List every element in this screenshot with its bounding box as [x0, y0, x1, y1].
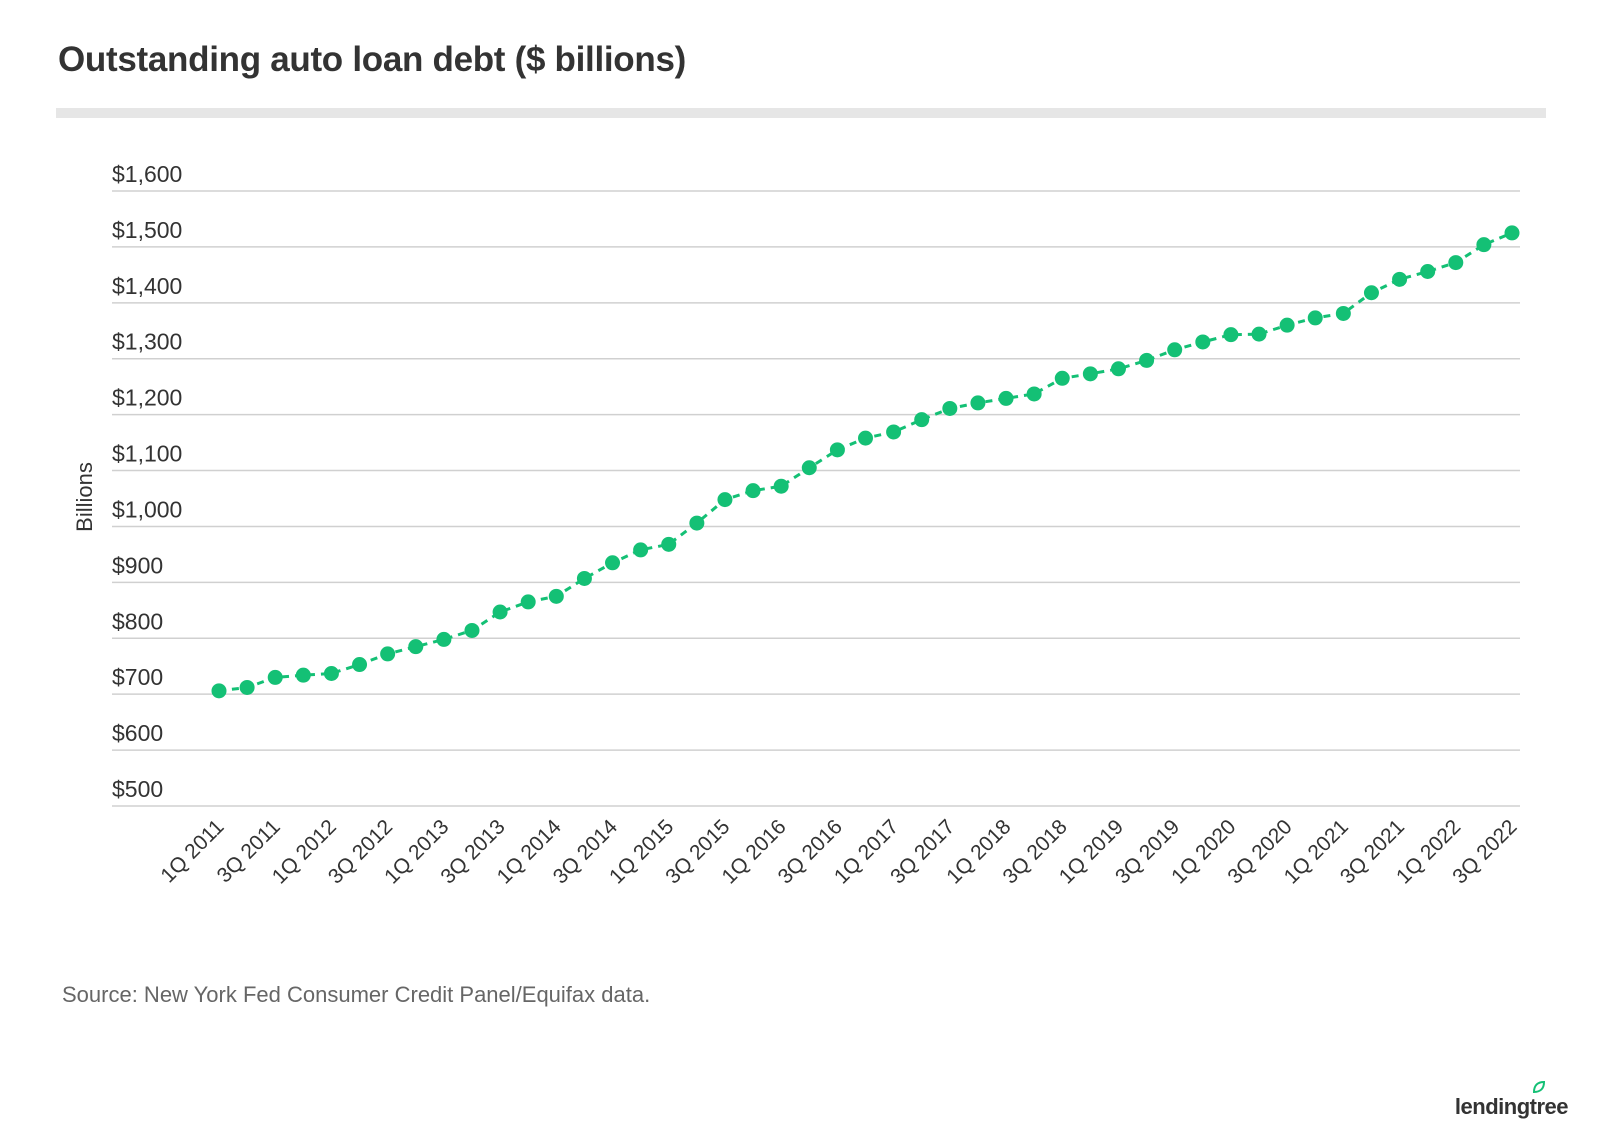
data-point [661, 536, 677, 552]
gridlines [112, 190, 1520, 807]
y-tick-label: $500 [112, 776, 163, 802]
data-point [998, 390, 1014, 406]
data-point [239, 679, 255, 695]
data-point [1420, 264, 1436, 280]
data-point [942, 400, 958, 416]
data-point [520, 594, 536, 610]
data-point [1195, 334, 1211, 350]
data-point [1110, 361, 1126, 377]
series-line [218, 231, 1513, 693]
data-point [1167, 342, 1183, 358]
data-point [267, 669, 283, 685]
y-tick-label: $1,600 [112, 161, 182, 187]
data-point [1307, 310, 1323, 326]
data-point [1082, 366, 1098, 382]
data-point [408, 639, 424, 655]
leaf-icon [1532, 1080, 1546, 1094]
data-point [970, 395, 986, 411]
data-point [1026, 386, 1042, 402]
y-tick-label: $600 [112, 720, 163, 746]
brand-logo: lendingtree [1454, 1094, 1569, 1119]
data-point [492, 604, 508, 620]
data-point [295, 667, 311, 683]
y-tick-label: $1,100 [112, 441, 182, 467]
data-points [211, 225, 1520, 699]
data-point [717, 492, 733, 508]
data-point [576, 570, 592, 586]
data-point [1448, 255, 1464, 271]
data-point [1335, 305, 1351, 321]
source-note: Source: New York Fed Consumer Credit Pan… [62, 982, 651, 1007]
y-tick-label: $1,400 [112, 273, 182, 299]
y-tick-label: $1,000 [112, 496, 182, 522]
data-point [464, 622, 480, 638]
data-point [1223, 327, 1239, 343]
y-axis-label: Billions [72, 462, 97, 532]
data-point [380, 646, 396, 662]
y-axis-ticks: $500 $600 $700 $800 $900 $1,000 $1,100 $1,200 $1… [112, 161, 182, 802]
data-point [1504, 225, 1520, 241]
data-point [211, 683, 227, 699]
data-point [548, 588, 564, 604]
data-point [1054, 370, 1070, 386]
chart-title: Outstanding auto loan debt ($ billions) [58, 40, 686, 79]
data-point [1476, 237, 1492, 253]
y-tick-label: $700 [112, 664, 163, 690]
data-point [801, 460, 817, 476]
data-point [1251, 326, 1267, 342]
data-point [436, 631, 452, 647]
line-chart: $500 $600 $700 $800 $900 $1,000 $1,100 $1,200 $1… [72, 161, 1522, 889]
y-tick-label: $1,300 [112, 329, 182, 355]
data-point [745, 483, 761, 499]
data-point [323, 665, 339, 681]
data-point [1279, 317, 1295, 333]
data-point [633, 542, 649, 558]
data-point [858, 430, 873, 446]
y-tick-label: $1,500 [112, 217, 182, 243]
data-point [352, 657, 368, 673]
data-point [689, 515, 705, 531]
data-point [773, 478, 789, 494]
data-point [886, 424, 902, 440]
data-point [1363, 285, 1379, 301]
data-point [829, 442, 845, 458]
data-point [914, 412, 930, 428]
title-divider [56, 108, 1546, 118]
y-tick-label: $900 [112, 552, 163, 578]
data-point [1392, 271, 1408, 287]
y-tick-label: $800 [112, 608, 163, 634]
data-point [605, 555, 621, 571]
data-point [1139, 352, 1155, 368]
y-tick-label: $1,200 [112, 385, 182, 411]
